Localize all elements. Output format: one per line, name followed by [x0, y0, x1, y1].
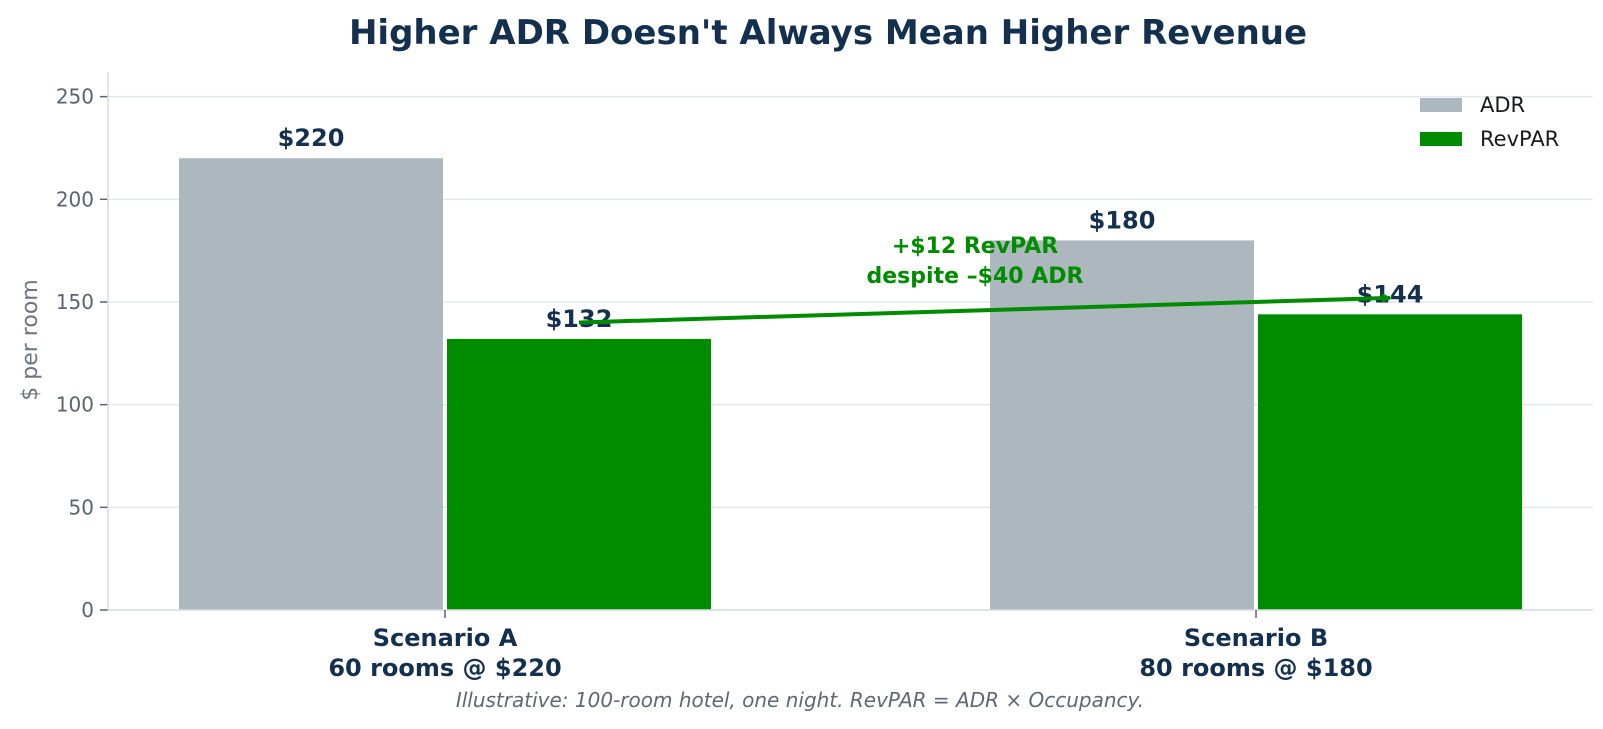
data-label-revpar-0: $132: [546, 305, 613, 333]
legend-label-revpar: RevPAR: [1480, 127, 1559, 151]
category-sublabel: 80 rooms @ $180: [1139, 654, 1372, 682]
data-label-adr-0: $220: [278, 124, 345, 152]
legend-label-adr: ADR: [1480, 93, 1525, 117]
annotation-line-2: despite –$40 ADR: [867, 264, 1084, 289]
y-tick-label: 0: [81, 598, 94, 622]
data-label-revpar-1: $144: [1357, 280, 1424, 308]
bars: [179, 158, 1522, 611]
footnote: Illustrative: 100-room hotel, one night.…: [456, 688, 1144, 712]
bar-adr-0: [179, 158, 443, 611]
annotation-line-1: +$12 RevPAR: [892, 234, 1058, 259]
category-sublabel: 60 rooms @ $220: [328, 654, 561, 682]
y-tick-label: 50: [69, 495, 94, 519]
axes: 0 50 100 150 200 250 Scenario A60 rooms @ $220…: [56, 72, 1593, 682]
category-label: Scenario B: [1184, 624, 1328, 652]
legend-swatch-revpar: [1420, 132, 1462, 146]
legend-swatch-adr: [1420, 98, 1462, 112]
data-label-adr-1: $180: [1089, 206, 1156, 234]
y-tick-label: 100: [56, 393, 94, 417]
data-labels: $220 $180 $132 $144: [278, 124, 1424, 333]
bar-revpar-0: [447, 338, 711, 610]
legend: ADR RevPAR: [1420, 93, 1559, 151]
chart-title: Higher ADR Doesn't Always Mean Higher Re…: [349, 13, 1307, 53]
y-axis-label: $ per room: [18, 279, 43, 400]
annotation: +$12 RevPAR despite –$40 ADR: [578, 234, 1392, 325]
annotation-arrow: [578, 293, 1392, 325]
y-tick-label: 150: [56, 290, 94, 314]
bar-revpar-1: [1258, 314, 1522, 610]
bar-adr-1: [990, 240, 1254, 610]
y-tick-label: 250: [56, 85, 94, 109]
category-label: Scenario A: [373, 624, 518, 652]
y-tick-label: 200: [56, 187, 94, 211]
